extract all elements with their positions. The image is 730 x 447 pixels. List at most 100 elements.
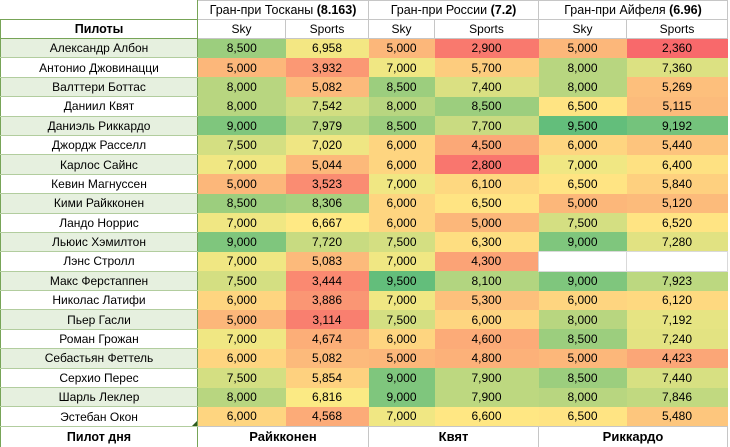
odds-cell-sports-eifel[interactable]: 7,240 <box>626 329 728 349</box>
odds-cell-sports-tuscany[interactable]: 3,932 <box>285 57 369 78</box>
odds-cell-sky-tuscany[interactable]: 9,000 <box>197 232 286 252</box>
odds-cell-sky-tuscany[interactable]: 7,000 <box>197 154 286 175</box>
odds-cell-sports-russia[interactable]: 5,300 <box>434 290 539 310</box>
odds-cell-sky-tuscany[interactable]: 6,000 <box>197 348 286 369</box>
odds-cell-sky-tuscany[interactable]: 8,500 <box>197 38 286 58</box>
odds-cell-sky-russia[interactable]: 7,000 <box>368 57 435 78</box>
pilot-name-cell[interactable]: Даниил Квят <box>0 96 198 117</box>
odds-cell-sky-russia[interactable]: 7,000 <box>368 174 435 194</box>
pilot-of-day-russia[interactable]: Квят <box>367 425 540 447</box>
channel-header-sports-tuscany[interactable]: Sports <box>285 19 369 39</box>
odds-cell-sports-eifel[interactable]: 9,192 <box>626 116 728 136</box>
pilot-name-cell[interactable]: Джордж Расселл <box>0 134 198 156</box>
odds-cell-sky-tuscany[interactable]: 5,000 <box>197 309 286 330</box>
odds-cell-sports-eifel[interactable]: 2,360 <box>626 38 728 58</box>
odds-cell-sports-russia[interactable]: 6,000 <box>434 309 539 330</box>
odds-cell-sky-russia[interactable]: 7,500 <box>368 232 435 252</box>
odds-cell-sky-eifel[interactable]: 8,500 <box>538 368 627 388</box>
odds-cell-sports-eifel[interactable]: 6,520 <box>626 213 728 233</box>
odds-cell-sports-tuscany[interactable]: 5,854 <box>285 368 369 388</box>
odds-cell-sports-tuscany[interactable]: 3,523 <box>285 174 369 194</box>
odds-cell-sky-tuscany[interactable]: 7,000 <box>197 213 286 233</box>
odds-cell-sky-russia[interactable]: 7,000 <box>368 406 435 427</box>
odds-cell-sports-eifel[interactable]: 7,923 <box>626 271 728 291</box>
pilot-name-cell[interactable]: Льюис Хэмилтон <box>0 231 198 253</box>
channel-header-sky-tuscany[interactable]: Sky <box>197 19 286 39</box>
odds-cell-sports-tuscany[interactable]: 7,979 <box>285 116 369 136</box>
odds-cell-sky-russia[interactable]: 8,500 <box>368 77 435 97</box>
channel-header-sky-eifel[interactable]: Sky <box>538 19 628 39</box>
odds-cell-sports-tuscany[interactable]: 5,082 <box>285 348 369 369</box>
pilot-name-cell[interactable]: Кими Райкконен <box>0 193 198 214</box>
odds-cell-sports-tuscany[interactable]: 7,020 <box>285 135 369 155</box>
odds-cell-sports-russia[interactable]: 8,100 <box>434 271 539 291</box>
pilot-name-cell[interactable]: Макс Ферстаппен <box>0 270 198 292</box>
odds-cell-sky-tuscany[interactable]: 9,000 <box>197 116 286 136</box>
odds-cell-sports-eifel[interactable]: 6,120 <box>626 290 728 310</box>
pilot-name-cell[interactable]: Себастьян Феттель <box>0 348 198 369</box>
pilot-name-cell[interactable]: Шарль Леклер <box>0 387 198 408</box>
odds-cell-sports-eifel[interactable]: 5,120 <box>626 193 728 214</box>
odds-cell-sky-russia[interactable]: 9,500 <box>368 271 435 291</box>
odds-cell-sports-russia[interactable]: 7,900 <box>434 387 539 407</box>
odds-cell-sports-eifel[interactable]: 6,400 <box>626 154 728 175</box>
odds-cell-sports-tuscany[interactable]: 5,082 <box>285 77 369 97</box>
odds-cell-sports-russia[interactable]: 2,900 <box>434 38 539 58</box>
odds-cell-sports-tuscany[interactable]: 7,542 <box>285 96 369 117</box>
odds-cell-sports-eifel[interactable]: 5,115 <box>626 96 728 117</box>
corner-cell[interactable] <box>0 0 198 20</box>
odds-cell-sky-eifel[interactable]: 9,000 <box>538 271 627 291</box>
pilot-name-cell[interactable]: Ландо Норрис <box>0 212 198 233</box>
pilots-column-header[interactable]: Пилоты <box>0 19 198 39</box>
channel-header-sports-eifel[interactable]: Sports <box>626 19 729 39</box>
odds-cell-sports-tuscany[interactable]: 3,444 <box>285 271 369 291</box>
odds-cell-sky-tuscany[interactable]: 8,500 <box>197 193 286 214</box>
odds-cell-sports-russia[interactable]: 6,500 <box>434 193 539 214</box>
channel-header-sports-russia[interactable]: Sports <box>433 19 540 39</box>
odds-cell-sky-russia[interactable]: 6,000 <box>368 135 435 155</box>
odds-cell-sky-tuscany[interactable]: 7,500 <box>197 368 286 388</box>
gp-header-tuscany[interactable]: Гран-при Тосканы (8.163) <box>197 0 369 20</box>
odds-cell-sky-russia[interactable]: 6,000 <box>368 193 435 214</box>
odds-cell-sports-russia[interactable]: 7,400 <box>434 77 539 97</box>
odds-cell-sky-russia[interactable]: 7,500 <box>368 309 435 330</box>
odds-cell-sky-tuscany[interactable]: 6,000 <box>197 290 286 310</box>
odds-cell-sky-eifel[interactable]: 7,500 <box>538 213 627 233</box>
odds-cell-sports-tuscany[interactable]: 6,958 <box>285 38 369 58</box>
odds-cell-sky-eifel[interactable] <box>538 251 628 272</box>
odds-cell-sports-russia[interactable]: 7,900 <box>434 368 539 388</box>
pilot-of-day-tuscany[interactable]: Райкконен <box>197 425 369 447</box>
odds-cell-sports-eifel[interactable]: 7,440 <box>626 368 728 388</box>
pilot-name-cell[interactable]: Валттери Боттас <box>0 76 198 98</box>
odds-cell-sky-tuscany[interactable]: 8,000 <box>197 96 286 117</box>
odds-cell-sky-eifel[interactable]: 8,000 <box>538 77 627 97</box>
pilot-name-cell[interactable]: Лэнс Стролл <box>0 251 198 272</box>
odds-cell-sky-tuscany[interactable]: 7,000 <box>197 251 286 272</box>
odds-cell-sports-russia[interactable]: 4,800 <box>434 348 539 369</box>
odds-cell-sky-eifel[interactable]: 6,000 <box>538 135 627 155</box>
odds-cell-sky-eifel[interactable]: 7,000 <box>538 154 627 175</box>
odds-cell-sky-tuscany[interactable]: 6,000 <box>197 406 286 427</box>
odds-cell-sky-tuscany[interactable]: 5,000 <box>197 174 286 194</box>
odds-cell-sports-tuscany[interactable]: 3,886 <box>285 290 369 310</box>
odds-cell-sky-russia[interactable]: 8,500 <box>368 116 435 136</box>
odds-cell-sky-tuscany[interactable]: 8,000 <box>197 387 286 407</box>
pilot-name-cell[interactable]: Даниэль Риккардо <box>0 115 198 136</box>
odds-cell-sports-tuscany[interactable]: 7,720 <box>285 232 369 252</box>
odds-cell-sports-eifel[interactable]: 5,480 <box>626 406 728 427</box>
odds-cell-sports-tuscany[interactable]: 4,674 <box>285 329 369 349</box>
odds-cell-sky-tuscany[interactable]: 7,500 <box>197 135 286 155</box>
odds-cell-sports-eifel[interactable]: 7,846 <box>626 387 728 407</box>
odds-cell-sports-eifel[interactable]: 5,440 <box>626 135 728 155</box>
odds-cell-sports-tuscany[interactable]: 6,816 <box>285 387 369 407</box>
pilot-of-day-label[interactable]: Пилот дня <box>0 425 198 447</box>
odds-cell-sports-eifel[interactable]: 7,360 <box>626 57 728 78</box>
pilot-name-cell[interactable]: Александр Албон <box>0 37 198 59</box>
odds-cell-sky-russia[interactable]: 9,000 <box>368 387 435 407</box>
odds-cell-sports-russia[interactable]: 5,700 <box>434 57 539 78</box>
odds-cell-sky-russia[interactable]: 5,000 <box>368 348 435 369</box>
odds-cell-sky-eifel[interactable]: 6,500 <box>538 96 627 117</box>
pilot-name-cell[interactable]: Серхио Перес <box>0 367 198 389</box>
odds-cell-sky-eifel[interactable]: 8,500 <box>538 329 627 349</box>
odds-cell-sports-russia[interactable]: 6,600 <box>434 406 539 427</box>
